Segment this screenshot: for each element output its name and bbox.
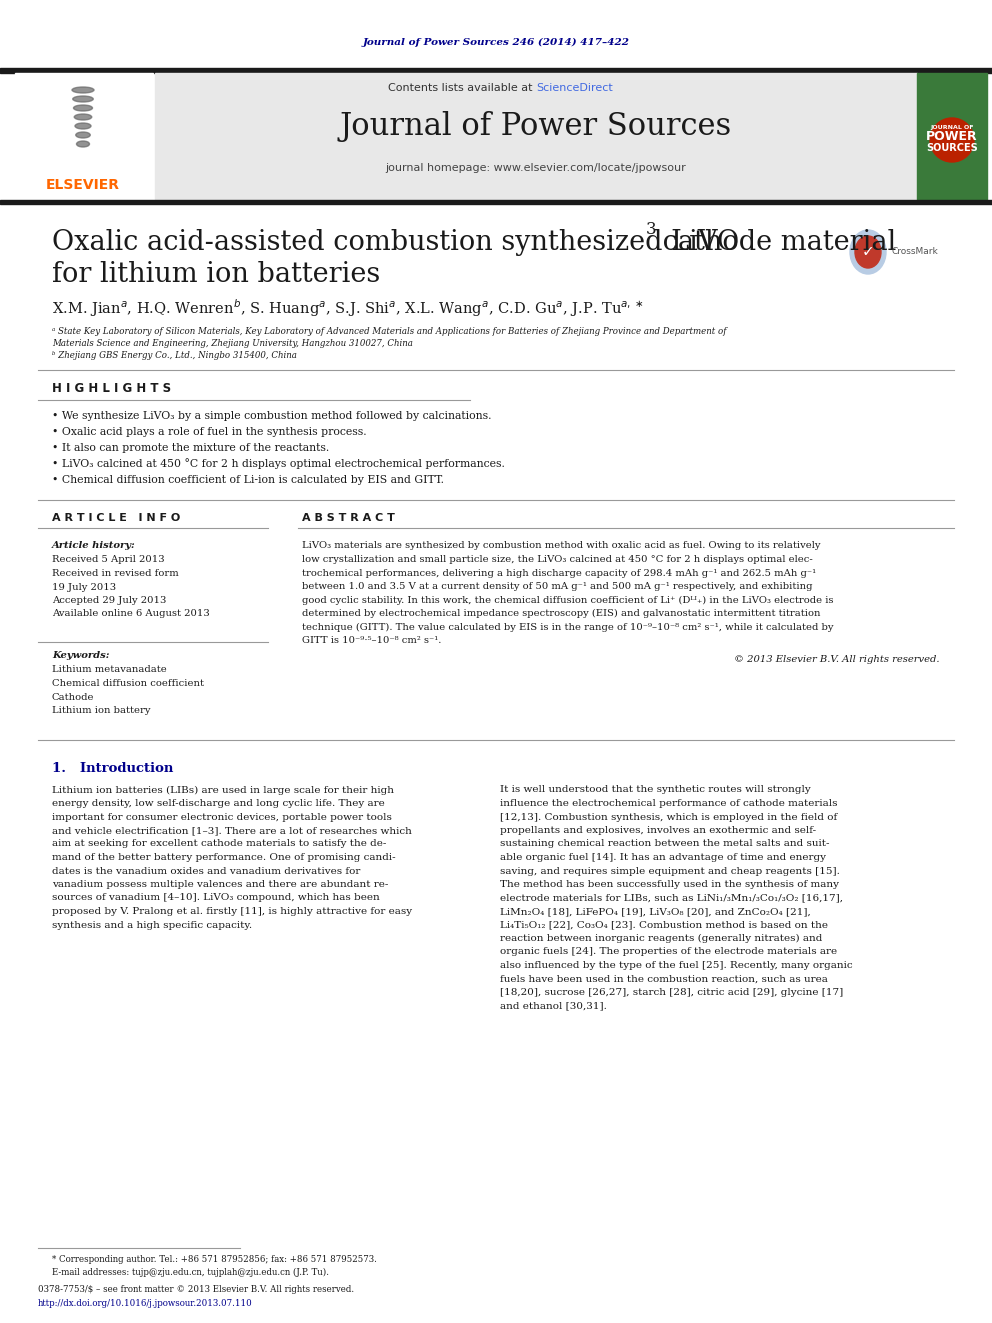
Text: able organic fuel [14]. It has an advantage of time and energy: able organic fuel [14]. It has an advant…: [500, 853, 826, 863]
Text: http://dx.doi.org/10.1016/j.jpowsour.2013.07.110: http://dx.doi.org/10.1016/j.jpowsour.201…: [38, 1298, 253, 1307]
Text: Keywords:: Keywords:: [52, 651, 109, 660]
Text: Materials Science and Engineering, Zhejiang University, Hangzhou 310027, China: Materials Science and Engineering, Zheji…: [52, 340, 413, 348]
Text: also influenced by the type of the fuel [25]. Recently, many organic: also influenced by the type of the fuel …: [500, 960, 853, 970]
Text: aim at seeking for excellent cathode materials to satisfy the de-: aim at seeking for excellent cathode mat…: [52, 840, 386, 848]
Text: sources of vanadium [4–10]. LiVO₃ compound, which has been: sources of vanadium [4–10]. LiVO₃ compou…: [52, 893, 380, 902]
Text: and vehicle electrification [1–3]. There are a lot of researches which: and vehicle electrification [1–3]. There…: [52, 826, 412, 835]
Text: ᵃ State Key Laboratory of Silicon Materials, Key Laboratory of Advanced Material: ᵃ State Key Laboratory of Silicon Materi…: [52, 328, 726, 336]
Bar: [0, 200, 992, 204]
Text: * Corresponding author. Tel.: +86 571 87952856; fax: +86 571 87952573.: * Corresponding author. Tel.: +86 571 87…: [52, 1256, 377, 1265]
Text: CrossMark: CrossMark: [892, 247, 938, 257]
Bar: [0, 67, 992, 73]
Text: Lithium metavanadate: Lithium metavanadate: [52, 665, 167, 675]
Text: SOURCES: SOURCES: [927, 143, 978, 153]
Text: Article history:: Article history:: [52, 541, 136, 550]
Text: • It also can promote the mixture of the reactants.: • It also can promote the mixture of the…: [52, 443, 329, 452]
Text: JOURNAL OF: JOURNAL OF: [930, 126, 974, 131]
Text: dates is the vanadium oxides and vanadium derivatives for: dates is the vanadium oxides and vanadiu…: [52, 867, 360, 876]
Text: vanadium possess multiple valences and there are abundant re-: vanadium possess multiple valences and t…: [52, 880, 389, 889]
Text: Contents lists available at: Contents lists available at: [388, 83, 536, 93]
Text: Available online 6 August 2013: Available online 6 August 2013: [52, 610, 209, 618]
Text: energy density, low self-discharge and long cyclic life. They are: energy density, low self-discharge and l…: [52, 799, 385, 808]
Text: propellants and explosives, involves an exothermic and self-: propellants and explosives, involves an …: [500, 826, 816, 835]
Text: A R T I C L E   I N F O: A R T I C L E I N F O: [52, 513, 181, 523]
Bar: [155, 73, 917, 200]
Text: Oxalic acid-assisted combustion synthesized LiVO: Oxalic acid-assisted combustion synthesi…: [52, 229, 739, 255]
Text: Lithium ion battery: Lithium ion battery: [52, 706, 151, 714]
Text: electrode materials for LIBs, such as LiNi₁/₃Mn₁/₃Co₁/₃O₂ [16,17],: electrode materials for LIBs, such as Li…: [500, 893, 843, 902]
Text: E-mail addresses: tujp@zju.edu.cn, tujplah@zju.edu.cn (J.P. Tu).: E-mail addresses: tujp@zju.edu.cn, tujpl…: [52, 1267, 329, 1277]
Text: ScienceDirect: ScienceDirect: [536, 83, 613, 93]
Text: Li₄Ti₅O₁₂ [22], Co₃O₄ [23]. Combustion method is based on the: Li₄Ti₅O₁₂ [22], Co₃O₄ [23]. Combustion m…: [500, 921, 828, 930]
Text: trochemical performances, delivering a high discharge capacity of 298.4 mAh g⁻¹ : trochemical performances, delivering a h…: [302, 569, 816, 578]
Text: © 2013 Elsevier B.V. All rights reserved.: © 2013 Elsevier B.V. All rights reserved…: [734, 655, 940, 664]
Text: Cathode: Cathode: [52, 692, 94, 701]
Text: determined by electrochemical impedance spectroscopy (EIS) and galvanostatic int: determined by electrochemical impedance …: [302, 609, 820, 618]
Text: sustaining chemical reaction between the metal salts and suit-: sustaining chemical reaction between the…: [500, 840, 829, 848]
Ellipse shape: [75, 132, 90, 138]
Text: GITT is 10⁻⁹⋅⁵–10⁻⁸ cm² s⁻¹.: GITT is 10⁻⁹⋅⁵–10⁻⁸ cm² s⁻¹.: [302, 636, 441, 646]
Text: • Oxalic acid plays a role of fuel in the synthesis process.: • Oxalic acid plays a role of fuel in th…: [52, 427, 367, 437]
Text: important for consumer electronic devices, portable power tools: important for consumer electronic device…: [52, 812, 392, 822]
Text: [18,20], sucrose [26,27], starch [28], citric acid [29], glycine [17]: [18,20], sucrose [26,27], starch [28], c…: [500, 988, 843, 998]
Text: synthesis and a high specific capacity.: synthesis and a high specific capacity.: [52, 921, 252, 930]
Text: Chemical diffusion coefficient: Chemical diffusion coefficient: [52, 679, 204, 688]
Text: 19 July 2013: 19 July 2013: [52, 582, 116, 591]
Text: mand of the better battery performance. One of promising candi-: mand of the better battery performance. …: [52, 853, 396, 863]
Ellipse shape: [76, 142, 89, 147]
Text: proposed by V. Pralong et al. firstly [11], is highly attractive for easy: proposed by V. Pralong et al. firstly [1…: [52, 908, 412, 916]
Text: LiVO₃ materials are synthesized by combustion method with oxalic acid as fuel. O: LiVO₃ materials are synthesized by combu…: [302, 541, 820, 550]
Text: Lithium ion batteries (LIBs) are used in large scale for their high: Lithium ion batteries (LIBs) are used in…: [52, 786, 394, 795]
Text: H I G H L I G H T S: H I G H L I G H T S: [52, 381, 172, 394]
Text: • Chemical diffusion coefficient of Li-ion is calculated by EIS and GITT.: • Chemical diffusion coefficient of Li-i…: [52, 475, 444, 486]
Text: POWER: POWER: [927, 130, 978, 143]
Text: The method has been successfully used in the synthesis of many: The method has been successfully used in…: [500, 880, 839, 889]
Ellipse shape: [75, 123, 91, 130]
Ellipse shape: [72, 87, 94, 93]
Text: between 1.0 and 3.5 V at a current density of 50 mA g⁻¹ and 500 mA g⁻¹ respectiv: between 1.0 and 3.5 V at a current densi…: [302, 582, 812, 591]
Text: journal homepage: www.elsevier.com/locate/jpowsour: journal homepage: www.elsevier.com/locat…: [386, 163, 686, 173]
Ellipse shape: [72, 97, 93, 102]
Text: technique (GITT). The value calculated by EIS is in the range of 10⁻⁹–10⁻⁸ cm² s: technique (GITT). The value calculated b…: [302, 622, 833, 631]
Text: Accepted 29 July 2013: Accepted 29 July 2013: [52, 595, 167, 605]
Text: influence the electrochemical performance of cathode materials: influence the electrochemical performanc…: [500, 799, 837, 808]
Text: ✓: ✓: [862, 245, 874, 259]
Text: • We synthesize LiVO₃ by a simple combustion method followed by calcinations.: • We synthesize LiVO₃ by a simple combus…: [52, 411, 491, 421]
Text: ELSEVIER: ELSEVIER: [46, 179, 120, 192]
Text: 1.   Introduction: 1. Introduction: [52, 762, 174, 774]
Text: cathode material: cathode material: [654, 229, 896, 255]
Text: Journal of Power Sources: Journal of Power Sources: [340, 111, 732, 143]
Text: reaction between inorganic reagents (generally nitrates) and: reaction between inorganic reagents (gen…: [500, 934, 822, 943]
Text: and ethanol [30,31].: and ethanol [30,31].: [500, 1002, 607, 1011]
Text: A B S T R A C T: A B S T R A C T: [302, 513, 395, 523]
Text: Received in revised form: Received in revised form: [52, 569, 179, 578]
Text: organic fuels [24]. The properties of the electrode materials are: organic fuels [24]. The properties of th…: [500, 947, 837, 957]
Text: good cyclic stability. In this work, the chemical diffusion coefficient of Li⁺ (: good cyclic stability. In this work, the…: [302, 595, 833, 605]
Text: Journal of Power Sources 246 (2014) 417–422: Journal of Power Sources 246 (2014) 417–…: [362, 37, 630, 46]
Ellipse shape: [850, 230, 886, 274]
Text: LiMn₂O₄ [18], LiFePO₄ [19], LiV₃O₈ [20], and ZnCo₂O₄ [21],: LiMn₂O₄ [18], LiFePO₄ [19], LiV₃O₈ [20],…: [500, 908, 810, 916]
Text: low crystallization and small particle size, the LiVO₃ calcined at 450 °C for 2 : low crystallization and small particle s…: [302, 556, 812, 564]
Text: It is well understood that the synthetic routes will strongly: It is well understood that the synthetic…: [500, 786, 810, 795]
Text: saving, and requires simple equipment and cheap reagents [15].: saving, and requires simple equipment an…: [500, 867, 840, 876]
Ellipse shape: [855, 235, 881, 269]
Ellipse shape: [74, 114, 91, 120]
Text: X.M. Jian$^a$, H.Q. Wenren$^b$, S. Huang$^a$, S.J. Shi$^a$, X.L. Wang$^a$, C.D. : X.M. Jian$^a$, H.Q. Wenren$^b$, S. Huang…: [52, 298, 644, 319]
Circle shape: [930, 118, 974, 161]
Text: [12,13]. Combustion synthesis, which is employed in the field of: [12,13]. Combustion synthesis, which is …: [500, 812, 837, 822]
Text: for lithium ion batteries: for lithium ion batteries: [52, 261, 380, 287]
Text: ᵇ Zhejiang GBS Energy Co., Ltd., Ningbo 315400, China: ᵇ Zhejiang GBS Energy Co., Ltd., Ningbo …: [52, 352, 297, 360]
Text: Received 5 April 2013: Received 5 April 2013: [52, 556, 165, 565]
Text: 3: 3: [646, 221, 657, 238]
Ellipse shape: [73, 105, 92, 111]
Bar: [917, 73, 987, 200]
Bar: [15, 73, 153, 200]
Text: 0378-7753/$ – see front matter © 2013 Elsevier B.V. All rights reserved.: 0378-7753/$ – see front matter © 2013 El…: [38, 1286, 354, 1294]
Text: fuels have been used in the combustion reaction, such as urea: fuels have been used in the combustion r…: [500, 975, 828, 983]
Text: • LiVO₃ calcined at 450 °C for 2 h displays optimal electrochemical performances: • LiVO₃ calcined at 450 °C for 2 h displ…: [52, 459, 505, 470]
